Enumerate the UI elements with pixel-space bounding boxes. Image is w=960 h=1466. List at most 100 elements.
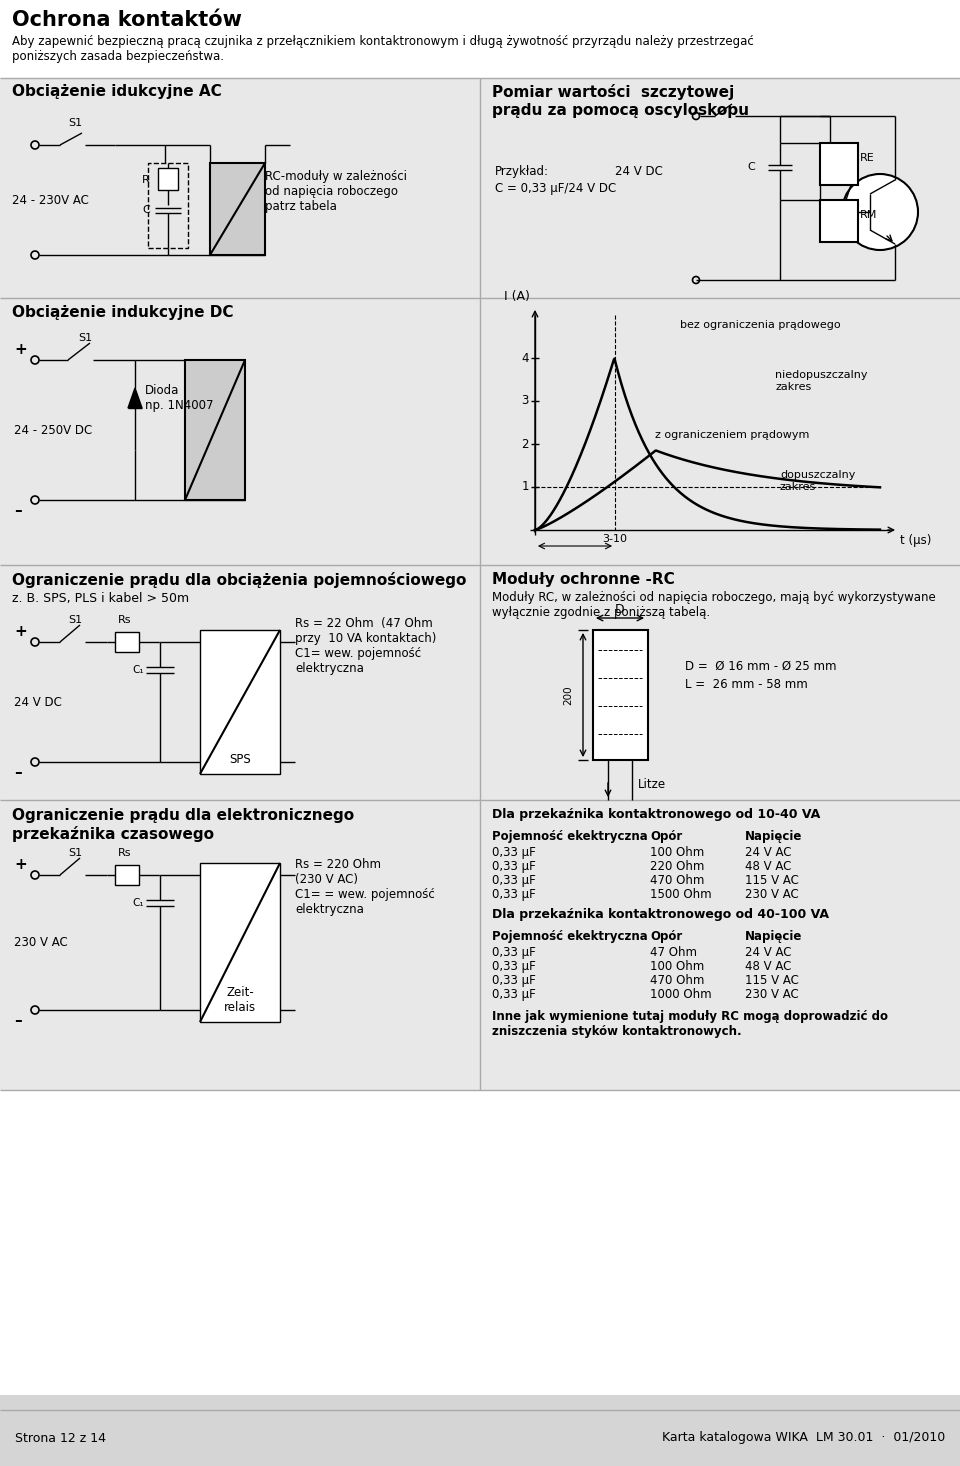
Text: bez ograniczenia prądowego: bez ograniczenia prądowego xyxy=(680,320,841,330)
Bar xyxy=(0,564,480,800)
Text: 0,33 µF: 0,33 µF xyxy=(492,846,536,859)
Text: Inne jak wymienione tutaj moduły RC mogą doprowadzić do
zniszczenia styków konta: Inne jak wymienione tutaj moduły RC mogą… xyxy=(492,1010,888,1038)
Text: 0,33 µF: 0,33 µF xyxy=(492,874,536,887)
Text: 0,33 µF: 0,33 µF xyxy=(492,960,536,973)
Bar xyxy=(0,800,480,1091)
Text: 24 V DC: 24 V DC xyxy=(14,695,61,708)
Text: 24 V AC: 24 V AC xyxy=(745,846,791,859)
Bar xyxy=(185,361,245,500)
Text: SPS: SPS xyxy=(229,754,251,767)
Text: –: – xyxy=(14,503,22,517)
Text: 230 V AC: 230 V AC xyxy=(745,888,799,902)
Text: D: D xyxy=(615,603,625,616)
Text: Pomiar wartości  szczytowej: Pomiar wartości szczytowej xyxy=(492,84,734,100)
Text: D =  Ø 16 mm - Ø 25 mm: D = Ø 16 mm - Ø 25 mm xyxy=(685,660,836,673)
Text: 230 V AC: 230 V AC xyxy=(745,988,799,1001)
Text: Pojemność ekektryczna: Pojemność ekektryczna xyxy=(492,830,648,843)
Text: S1: S1 xyxy=(78,333,92,343)
Text: 115 V AC: 115 V AC xyxy=(745,973,799,987)
Text: 115 V AC: 115 V AC xyxy=(745,874,799,887)
Text: Aby zapewnić bezpieczną pracą czujnika z przełącznikiem kontaktronowym i długą ż: Aby zapewnić bezpieczną pracą czujnika z… xyxy=(12,35,754,63)
Bar xyxy=(480,564,960,800)
Text: Dioda
np. 1N4007: Dioda np. 1N4007 xyxy=(145,384,213,412)
Bar xyxy=(210,163,265,255)
Text: R: R xyxy=(142,174,150,185)
Text: Moduły ochronne -RC: Moduły ochronne -RC xyxy=(492,572,675,586)
Text: 4: 4 xyxy=(521,352,529,365)
Text: t (µs): t (µs) xyxy=(900,534,931,547)
Bar xyxy=(480,298,960,564)
Text: 1500 Ohm: 1500 Ohm xyxy=(650,888,711,902)
Text: Dla przekaźnika kontaktronowego od 40-100 VA: Dla przekaźnika kontaktronowego od 40-10… xyxy=(492,907,829,921)
Text: RE: RE xyxy=(860,152,875,163)
Text: 200: 200 xyxy=(563,685,573,705)
Text: 47 Ohm: 47 Ohm xyxy=(650,946,697,959)
Text: S1: S1 xyxy=(68,616,82,625)
Text: 24 - 250V DC: 24 - 250V DC xyxy=(14,424,92,437)
Bar xyxy=(593,630,648,759)
Text: 220 Ohm: 220 Ohm xyxy=(650,861,705,872)
Text: Napięcie: Napięcie xyxy=(745,929,803,943)
Text: 1: 1 xyxy=(521,481,529,494)
Text: 24 - 230V AC: 24 - 230V AC xyxy=(12,194,89,207)
Text: niedopuszczalny
zakres: niedopuszczalny zakres xyxy=(775,369,868,391)
Text: I (A): I (A) xyxy=(504,290,530,303)
Bar xyxy=(115,632,139,652)
Bar xyxy=(820,144,858,185)
Text: 230 V AC: 230 V AC xyxy=(14,935,68,949)
Text: S1: S1 xyxy=(68,847,82,858)
Text: prądu za pomocą oscyloskopu: prądu za pomocą oscyloskopu xyxy=(492,103,749,117)
Text: Opór: Opór xyxy=(650,830,683,843)
Text: Rs: Rs xyxy=(118,616,132,625)
Bar xyxy=(480,78,960,298)
Text: Rs = 220 Ohm
(230 V AC)
C1= = wew. pojemność
elektryczna: Rs = 220 Ohm (230 V AC) C1= = wew. pojem… xyxy=(295,858,435,916)
Text: Strona 12 z 14: Strona 12 z 14 xyxy=(15,1431,106,1444)
Bar xyxy=(480,800,960,1091)
Text: Litze: Litze xyxy=(638,778,666,792)
Text: 0,33 µF: 0,33 µF xyxy=(492,861,536,872)
Text: L =  26 mm - 58 mm: L = 26 mm - 58 mm xyxy=(685,677,807,690)
Text: C₁: C₁ xyxy=(132,899,144,907)
Text: +: + xyxy=(14,342,27,358)
Bar xyxy=(0,298,480,564)
Text: 3: 3 xyxy=(521,394,529,408)
Text: 2: 2 xyxy=(521,437,529,450)
Text: z ograniczeniem prądowym: z ograniczeniem prądowym xyxy=(655,430,809,440)
Text: Rs: Rs xyxy=(118,847,132,858)
Text: 100 Ohm: 100 Ohm xyxy=(650,846,705,859)
Text: Opór: Opór xyxy=(650,929,683,943)
Text: C: C xyxy=(142,205,150,216)
Text: Ograniczenie prądu dla elektronicznego
przekaźnika czasowego: Ograniczenie prądu dla elektronicznego p… xyxy=(12,808,354,841)
Text: 1000 Ohm: 1000 Ohm xyxy=(650,988,711,1001)
Text: C₁: C₁ xyxy=(132,666,144,674)
Text: Obciążenie indukcyjne DC: Obciążenie indukcyjne DC xyxy=(12,305,233,320)
Bar xyxy=(820,199,858,242)
Text: Przykład:: Przykład: xyxy=(495,166,549,177)
Bar xyxy=(148,163,188,248)
Bar xyxy=(158,169,178,191)
Text: RC-moduły w zależności
od napięcia roboczego
patrz tabela: RC-moduły w zależności od napięcia roboc… xyxy=(265,170,407,213)
Text: –: – xyxy=(14,765,22,780)
Text: 48 V AC: 48 V AC xyxy=(745,960,791,973)
Text: C: C xyxy=(747,163,755,172)
Text: 470 Ohm: 470 Ohm xyxy=(650,973,705,987)
Text: Zeit-
relais: Zeit- relais xyxy=(224,987,256,1014)
Text: Rs = 22 Ohm  (47 Ohm
przy  10 VA kontaktach)
C1= wew. pojemność
elektryczna: Rs = 22 Ohm (47 Ohm przy 10 VA kontaktac… xyxy=(295,617,437,674)
Text: Karta katalogowa WIKA  LM 30.01  ·  01/2010: Karta katalogowa WIKA LM 30.01 · 01/2010 xyxy=(661,1431,945,1444)
Text: Ograniczenie prądu dla obciążenia pojemnościowego: Ograniczenie prądu dla obciążenia pojemn… xyxy=(12,572,467,588)
Bar xyxy=(200,630,280,774)
Text: Pojemność ekektryczna: Pojemność ekektryczna xyxy=(492,929,648,943)
Text: Obciążenie idukcyjne AC: Obciążenie idukcyjne AC xyxy=(12,84,222,100)
Text: 0,33 µF: 0,33 µF xyxy=(492,973,536,987)
Text: 0,33 µF: 0,33 µF xyxy=(492,946,536,959)
Text: 0,33 µF: 0,33 µF xyxy=(492,988,536,1001)
Text: Moduły RC, w zależności od napięcia roboczego, mają być wykorzystywane
wyłącznie: Moduły RC, w zależności od napięcia robo… xyxy=(492,591,936,619)
Text: 24 V AC: 24 V AC xyxy=(745,946,791,959)
Text: +: + xyxy=(14,625,27,639)
Text: Ochrona kontaktów: Ochrona kontaktów xyxy=(12,10,242,29)
Bar xyxy=(0,1396,960,1466)
Bar xyxy=(0,78,480,298)
Text: 24 V DC: 24 V DC xyxy=(615,166,662,177)
Text: Napięcie: Napięcie xyxy=(745,830,803,843)
Text: RM: RM xyxy=(860,210,877,220)
